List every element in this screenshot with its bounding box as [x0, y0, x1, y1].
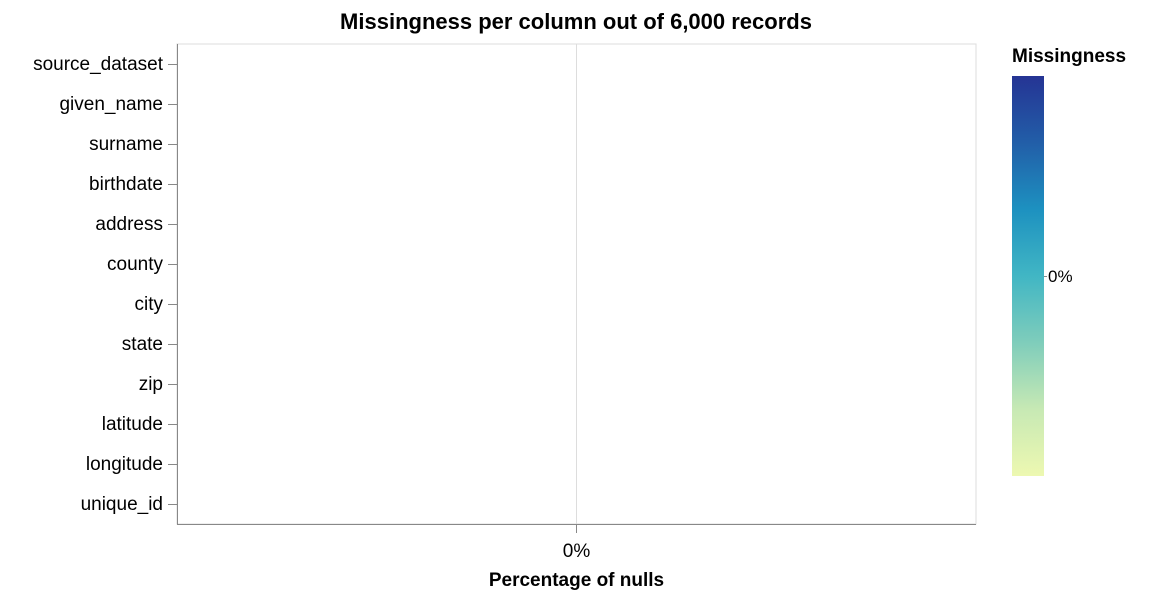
legend-color-ramp	[1012, 76, 1044, 476]
y-tick-label: longitude	[86, 454, 163, 475]
y-tick-label: birthdate	[89, 174, 163, 195]
y-tick-label: zip	[139, 374, 163, 395]
x-tick-label: 0%	[563, 541, 591, 562]
y-tick-label: source_dataset	[33, 54, 164, 75]
legend-label: 0%	[1048, 267, 1073, 286]
plot-area	[176, 43, 977, 525]
y-tick-label: latitude	[102, 414, 163, 435]
y-tick-label: city	[135, 294, 164, 315]
y-tick-label: surname	[89, 134, 163, 155]
x-axis: 0% Percentage of nulls	[177, 524, 976, 591]
y-tick-label: address	[95, 214, 163, 235]
x-axis-title: Percentage of nulls	[489, 570, 664, 591]
y-tick-label: state	[122, 334, 163, 355]
chart-title: Missingness per column out of 6,000 reco…	[340, 9, 812, 34]
y-tick-label: unique_id	[81, 494, 163, 515]
y-tick-label: given_name	[59, 94, 163, 115]
y-tick-label: county	[107, 254, 163, 275]
legend-title: Missingness	[1012, 46, 1126, 67]
legend: Missingness 0%	[1012, 46, 1126, 476]
